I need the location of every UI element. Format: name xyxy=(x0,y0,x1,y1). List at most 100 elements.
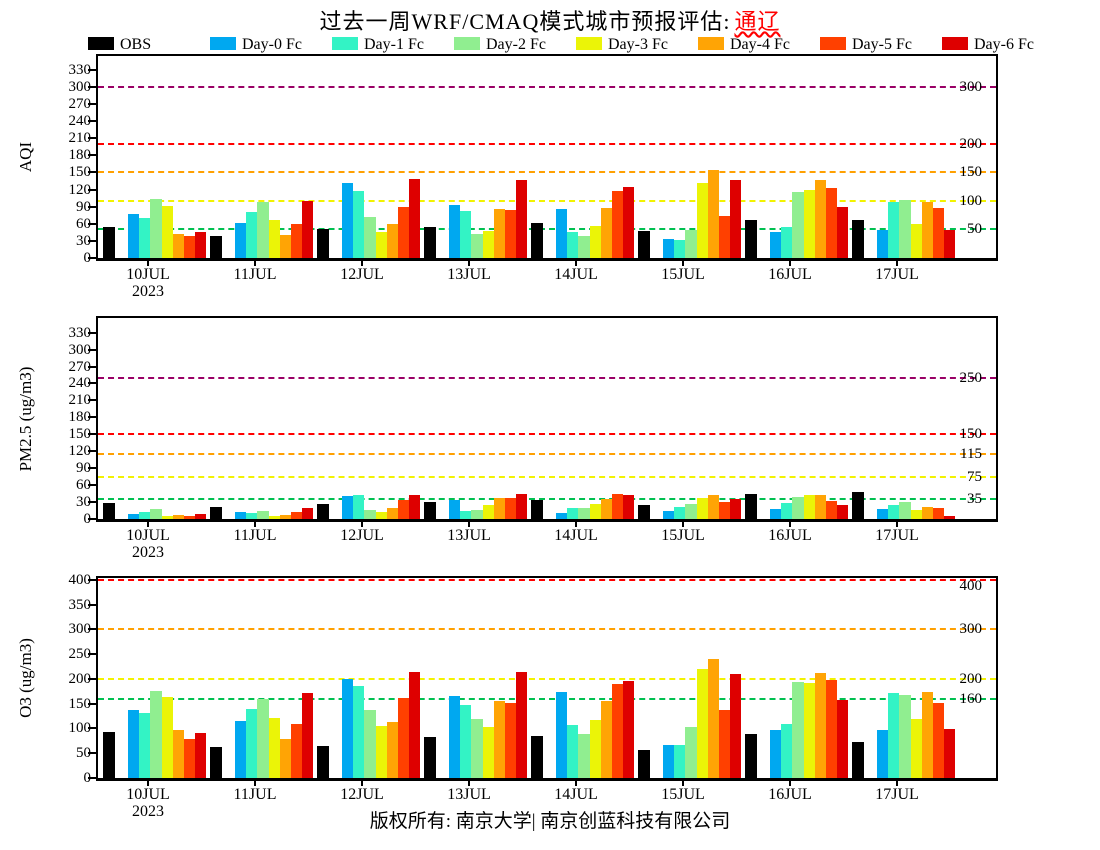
x-tick-date: 13JUL xyxy=(447,527,491,544)
bar-day-0-fc xyxy=(663,238,675,258)
bar-obs xyxy=(424,501,436,519)
bar-day-4-fc xyxy=(921,507,933,519)
x-tick-date: 17JUL xyxy=(875,266,919,283)
y-tick-mark xyxy=(88,188,96,191)
x-tick-label: 10JUL 2023 xyxy=(100,266,196,300)
bar-day-5-fc xyxy=(398,698,410,778)
bar-day-0-fc xyxy=(128,213,140,258)
reference-line-160 xyxy=(98,697,996,700)
reference-line-label: 160 xyxy=(959,690,983,707)
x-tick-label: 13JUL xyxy=(421,527,517,544)
x-tick-mark xyxy=(575,520,577,527)
x-tick-label: 14JUL xyxy=(528,266,624,283)
bar-day-1-fc xyxy=(246,211,258,258)
x-tick-date: 17JUL xyxy=(875,527,919,544)
bar-day-2-fc xyxy=(578,733,590,778)
bar-day-1-fc xyxy=(139,512,151,519)
y-tick-mark xyxy=(88,348,96,351)
bar-day-3-fc xyxy=(696,497,708,519)
bar-day-6-fc xyxy=(302,200,314,258)
x-tick-label: 14JUL xyxy=(528,786,624,803)
bar-day-4-fc xyxy=(600,701,612,778)
y-tick-label: 60 xyxy=(76,215,91,232)
y-tick-label: 240 xyxy=(68,113,92,130)
x-tick-date: 14JUL xyxy=(554,786,598,803)
x-tick-date: 14JUL xyxy=(554,527,598,544)
bar-day-5-fc xyxy=(612,494,624,519)
y-tick-label: 270 xyxy=(68,95,92,112)
bar-day-1-fc xyxy=(781,724,793,778)
y-tick-label: 30 xyxy=(76,232,91,249)
reference-line-label: 50 xyxy=(967,221,982,238)
bar-day-6-fc xyxy=(195,513,207,519)
bar-day-0-fc xyxy=(235,720,247,778)
bar-day-0-fc xyxy=(342,183,354,258)
y-tick-mark xyxy=(88,222,96,225)
reference-line-label: 115 xyxy=(960,446,982,463)
y-axis-title: O3 (ug/m3) xyxy=(16,638,35,718)
bar-day-0-fc xyxy=(449,204,461,258)
x-tick-mark xyxy=(896,779,898,786)
bar-day-0-fc xyxy=(556,513,568,519)
y-tick-mark xyxy=(88,777,96,779)
bar-obs xyxy=(531,500,543,519)
legend-item-day-4-fc: Day-4 Fc xyxy=(698,36,790,54)
y-tick-mark xyxy=(88,603,96,606)
bar-day-1-fc xyxy=(353,495,365,519)
bar-day-6-fc xyxy=(409,179,421,258)
bar-day-5-fc xyxy=(398,500,410,519)
y-tick-mark xyxy=(88,450,96,453)
bar-day-5-fc xyxy=(826,500,838,519)
reference-line-label: 35 xyxy=(967,491,982,508)
bar-day-5-fc xyxy=(612,190,624,258)
y-tick-mark xyxy=(88,433,96,436)
legend-label: Day-6 Fc xyxy=(974,36,1034,53)
x-tick-label: 11JUL xyxy=(207,266,303,283)
bar-day-6-fc xyxy=(302,692,314,778)
bar-day-1-fc xyxy=(246,708,258,778)
bar-day-3-fc xyxy=(268,219,280,258)
y-tick-label: 210 xyxy=(68,392,92,409)
bar-day-6-fc xyxy=(944,230,956,258)
legend-item-day-1-fc: Day-1 Fc xyxy=(332,36,424,54)
bar-day-2-fc xyxy=(578,235,590,258)
bar-day-3-fc xyxy=(589,719,601,778)
bar-day-4-fc xyxy=(386,721,398,778)
bar-day-5-fc xyxy=(291,223,303,258)
bar-day-4-fc xyxy=(493,497,505,519)
x-tick-label: 16JUL xyxy=(742,786,838,803)
x-tick-date: 16JUL xyxy=(768,527,812,544)
bar-day-4-fc xyxy=(814,673,826,778)
bar-day-2-fc xyxy=(150,199,162,258)
y-tick-label: 150 xyxy=(68,164,92,181)
bar-day-0-fc xyxy=(556,208,568,258)
bar-day-6-fc xyxy=(837,505,849,519)
bar-obs xyxy=(531,736,543,778)
page-title: 过去一周WRF/CMAQ模式城市预报评估: 通辽 xyxy=(0,4,1100,36)
reference-line-label: 75 xyxy=(967,468,982,485)
bar-day-2-fc xyxy=(792,682,804,778)
reference-line-100 xyxy=(98,199,996,202)
bar-day-4-fc xyxy=(600,208,612,258)
bar-day-4-fc xyxy=(172,234,184,258)
x-tick-label: 11JUL xyxy=(207,786,303,803)
x-tick-date: 15JUL xyxy=(661,527,705,544)
bar-day-6-fc xyxy=(195,732,207,778)
bar-day-2-fc xyxy=(578,508,590,519)
y-tick-label: 270 xyxy=(68,358,92,375)
x-tick-mark xyxy=(682,259,684,266)
bar-day-0-fc xyxy=(770,232,782,258)
aqi-panel: AQI0306090120150180210240270300330501001… xyxy=(16,54,998,300)
x-tick-date: 15JUL xyxy=(661,786,705,803)
x-tick-mark xyxy=(789,779,791,786)
bar-day-0-fc xyxy=(235,222,247,258)
bar-day-3-fc xyxy=(696,668,708,778)
reference-line-label: 100 xyxy=(959,192,983,209)
x-tick-label: 12JUL xyxy=(314,527,410,544)
bar-day-0-fc xyxy=(342,495,354,519)
y-tick-mark xyxy=(88,677,96,680)
bar-day-2-fc xyxy=(471,718,483,778)
y-tick-mark xyxy=(88,578,96,581)
legend-label: Day-0 Fc xyxy=(242,36,302,53)
